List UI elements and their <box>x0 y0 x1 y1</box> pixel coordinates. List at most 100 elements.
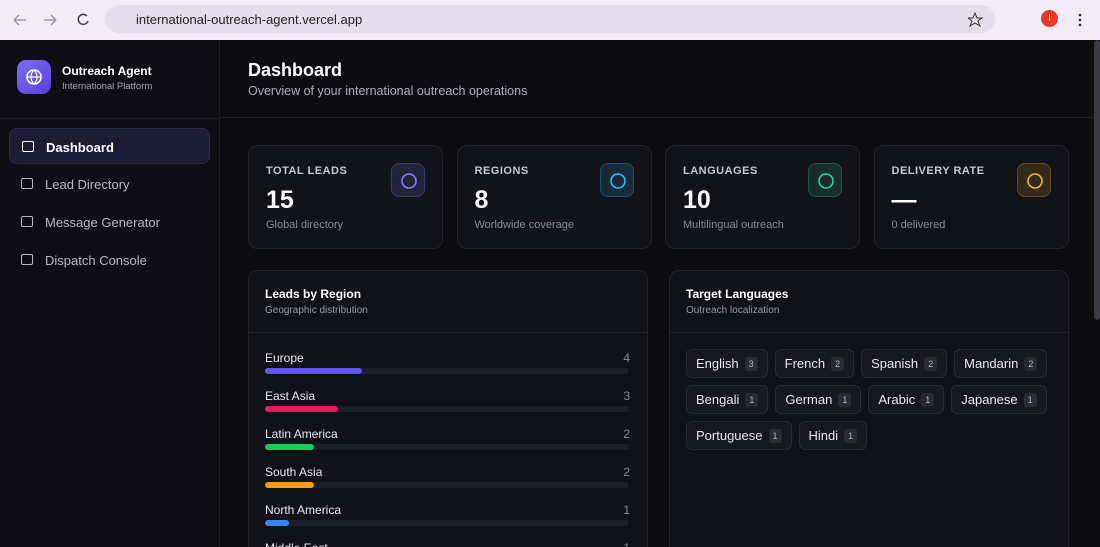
language-name: German <box>785 392 833 407</box>
language-count: 2 <box>1024 356 1038 371</box>
region-count: 1 <box>623 503 630 517</box>
bar <box>265 444 314 450</box>
language-name: Portuguese <box>696 428 763 443</box>
stat-note: Worldwide coverage <box>474 219 574 231</box>
region-count: 1 <box>623 541 630 547</box>
language-chip[interactable]: Portuguese 1 <box>686 421 792 450</box>
brand: Outreach Agent <box>62 64 152 78</box>
nav-icon <box>21 216 33 227</box>
language-chip[interactable]: Bengali 1 <box>686 385 769 414</box>
region-name: South Asia <box>265 465 323 479</box>
region-row: East Asia 3 <box>265 389 630 419</box>
bar-track <box>265 368 629 374</box>
region-name: Europe <box>265 351 304 365</box>
language-chip[interactable]: German 1 <box>775 385 862 414</box>
nav-item[interactable]: Lead Directory <box>9 166 210 202</box>
language-name: Bengali <box>696 392 740 407</box>
region-row: North America 1 <box>265 503 630 533</box>
stat-note: Global directory <box>266 219 344 231</box>
stat-label: TOTAL LEADS <box>266 165 348 177</box>
stat-label: DELIVERY RATE <box>891 165 985 177</box>
language-name: Japanese <box>961 392 1018 407</box>
nav-icon <box>22 141 34 152</box>
nav-icon <box>21 254 33 265</box>
language-name: Spanish <box>871 356 919 371</box>
region-row: South Asia 2 <box>265 465 630 495</box>
language-count: 1 <box>844 428 858 443</box>
stat-card: DELIVERY RATE — 0 delivered <box>873 145 1069 249</box>
sidebar: Outreach Agent International Platform Da… <box>0 40 220 547</box>
bar <box>265 406 338 412</box>
region-name: East Asia <box>265 389 316 403</box>
stat-note: Multilingual outreach <box>683 219 784 231</box>
logo <box>17 60 51 94</box>
panel-subtitle: Outreach localization <box>686 305 780 316</box>
divider <box>220 117 1100 118</box>
language-name: English <box>696 356 739 371</box>
language-count: 2 <box>924 356 938 371</box>
stat-value: 15 <box>266 186 294 214</box>
region-row: Middle East 1 <box>265 541 630 547</box>
panel-title: Leads by Region <box>265 287 362 301</box>
stat-card: TOTAL LEADS 15 Global directory <box>248 145 443 249</box>
stat-card: LANGUAGES 10 Multilingual outreach <box>665 145 860 249</box>
nav-item[interactable]: Dispatch Console <box>9 242 210 278</box>
region-count: 2 <box>623 427 630 441</box>
bar-track <box>265 482 629 488</box>
region-name: North America <box>265 503 342 517</box>
language-chip[interactable]: Hindi 1 <box>798 421 868 450</box>
language-chip[interactable]: French 2 <box>774 349 855 378</box>
language-chip[interactable]: English 3 <box>686 349 768 378</box>
browser-actions[interactable] <box>968 12 1088 28</box>
bar-track <box>265 406 629 412</box>
region-name: Middle East <box>265 541 328 547</box>
stat-icon <box>391 163 425 197</box>
tagline: International Platform <box>62 81 153 92</box>
stat-value: 8 <box>474 186 489 214</box>
stat-label: REGIONS <box>474 165 529 177</box>
region-row: Europe 4 <box>265 351 630 381</box>
language-count: 1 <box>768 428 782 443</box>
language-name: Hindi <box>808 428 839 443</box>
bar-track <box>265 520 629 526</box>
language-count: 1 <box>745 392 759 407</box>
stat-icon <box>808 163 842 197</box>
language-chip[interactable]: Arabic 1 <box>868 385 945 414</box>
chips: English 3 French 2 Spanish 2 Mandarin 2 Bengali 1… <box>686 349 1056 450</box>
language-count: 2 <box>831 356 845 371</box>
profile[interactable]: I <box>1041 10 1058 27</box>
panel-subtitle: Geographic distribution <box>265 305 368 316</box>
region-count: 2 <box>623 465 630 479</box>
region-count: 3 <box>623 389 630 403</box>
nav-item[interactable]: Message Generator <box>9 204 210 240</box>
scrollbar[interactable] <box>1094 40 1100 320</box>
nav-item[interactable]: Dashboard <box>9 128 210 164</box>
region-count: 4 <box>623 351 630 365</box>
language-chip[interactable]: Spanish 2 <box>861 349 948 378</box>
language-chip[interactable]: Mandarin 2 <box>954 349 1048 378</box>
stat-icon <box>599 163 634 197</box>
bar <box>265 368 363 374</box>
stat-note: 0 delivered <box>891 219 946 231</box>
bar <box>265 520 290 526</box>
bar <box>265 482 314 488</box>
url-bar[interactable]: international-outreach-agent.vercel.app <box>105 5 995 33</box>
stat-icon <box>1016 163 1051 197</box>
language-name: Arabic <box>878 392 916 407</box>
stat-card: REGIONS 8 Worldwide coverage <box>456 145 652 249</box>
panel-title: Target Languages <box>686 287 789 301</box>
browser-bar: international-outreach-agent.vercel.app … <box>0 0 1100 40</box>
bar-track <box>265 444 629 450</box>
language-count: 1 <box>1023 392 1037 407</box>
regions-panel: Leads by Region Geographic distribution … <box>248 270 648 547</box>
region-name: Latin America <box>265 427 338 441</box>
stat-value: 10 <box>683 186 711 214</box>
browser-buttons[interactable] <box>12 12 92 28</box>
language-count: 1 <box>921 392 935 407</box>
stat-value: — <box>891 186 917 214</box>
language-count: 1 <box>838 392 852 407</box>
page-title: Dashboard <box>248 60 343 80</box>
languages-panel: Target Languages Outreach localization E… <box>669 270 1069 547</box>
language-chip[interactable]: Japanese 1 <box>951 385 1047 414</box>
